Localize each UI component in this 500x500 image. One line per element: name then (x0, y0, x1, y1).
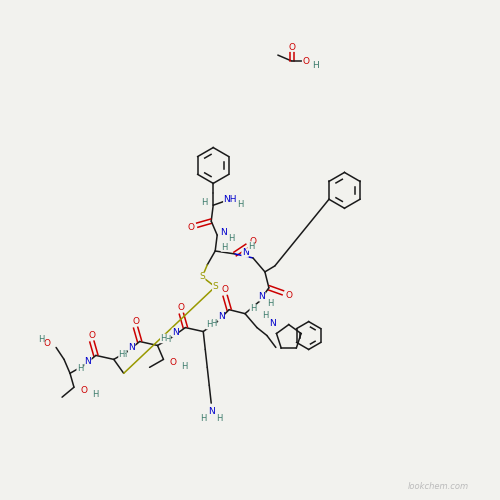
Text: S: S (200, 272, 205, 281)
Text: H: H (120, 350, 127, 359)
Text: O: O (132, 317, 139, 326)
Text: O: O (286, 291, 292, 300)
Text: H: H (312, 60, 319, 70)
Text: O: O (302, 56, 309, 66)
Text: O: O (222, 286, 228, 294)
Text: H: H (250, 304, 256, 313)
Text: H: H (266, 299, 273, 308)
Text: H: H (182, 362, 188, 371)
Text: H: H (210, 319, 216, 328)
Text: H: H (262, 311, 268, 320)
Text: N: N (218, 312, 224, 321)
Text: N: N (208, 406, 214, 416)
Text: H: H (206, 320, 212, 329)
Text: O: O (188, 222, 195, 232)
Text: H: H (237, 200, 243, 209)
Text: H: H (200, 414, 206, 422)
Text: O: O (178, 303, 185, 312)
Text: H: H (77, 364, 83, 373)
Text: NH: NH (224, 195, 237, 204)
Text: N: N (258, 292, 266, 301)
Text: H: H (92, 390, 98, 398)
Text: N: N (220, 228, 226, 236)
Text: lookchem.com: lookchem.com (408, 482, 469, 490)
Text: O: O (80, 386, 87, 394)
Text: O: O (88, 331, 96, 340)
Text: N: N (242, 248, 248, 258)
Text: N: N (270, 319, 276, 328)
Text: H: H (164, 335, 170, 344)
Text: N: N (84, 357, 91, 366)
Text: H: H (221, 242, 228, 252)
Text: H: H (118, 350, 125, 359)
Text: O: O (288, 42, 296, 51)
Text: H: H (216, 414, 222, 422)
Text: O: O (43, 339, 50, 348)
Text: O: O (170, 358, 177, 367)
Text: H: H (228, 234, 234, 242)
Text: H: H (38, 335, 44, 344)
Text: N: N (128, 343, 135, 352)
Text: O: O (250, 236, 256, 246)
Text: H: H (160, 334, 166, 343)
Text: H: H (201, 198, 207, 207)
Text: N: N (172, 328, 179, 337)
Text: H: H (248, 242, 254, 250)
Text: S: S (212, 282, 218, 292)
